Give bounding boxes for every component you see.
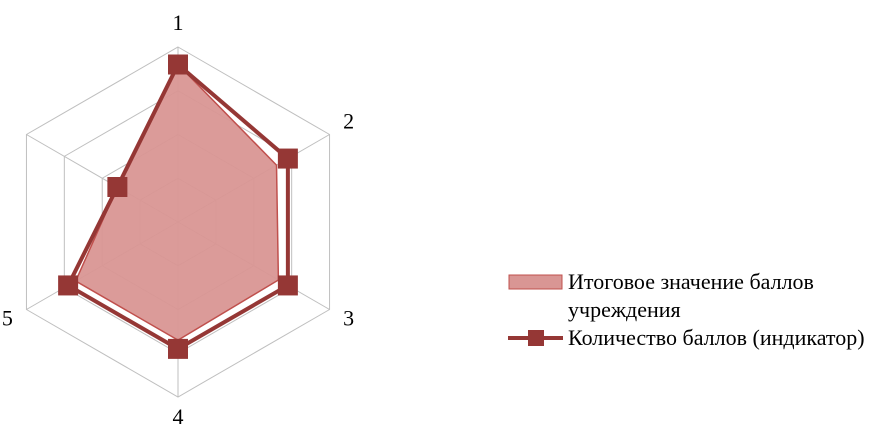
marker xyxy=(277,275,298,296)
legend-item: Количество баллов (индикатор) xyxy=(508,324,868,352)
legend-item: Итоговое значение баллов учреждения xyxy=(508,268,868,324)
chart: 1 2 3 4 5 xyxy=(2,10,354,429)
legend-label: Итоговое значение баллов учреждения xyxy=(568,269,814,322)
area xyxy=(74,63,280,341)
legend: Итоговое значение баллов учреждения Колич… xyxy=(508,268,868,352)
marker xyxy=(107,177,128,197)
axis-label: 4 xyxy=(173,404,184,429)
axis-label: 5 xyxy=(2,306,13,331)
legend-label: Количество баллов (индикатор) xyxy=(568,325,865,350)
axis-label: 1 xyxy=(173,10,184,35)
marker xyxy=(168,338,188,359)
swatch-area xyxy=(508,274,563,290)
legend-swatch xyxy=(508,330,563,346)
marker xyxy=(168,54,188,75)
axis-label: 3 xyxy=(343,306,354,331)
legend-swatch xyxy=(508,274,563,290)
swatch-marker xyxy=(528,330,544,346)
marker xyxy=(58,275,79,296)
marker xyxy=(277,148,298,169)
axis-label: 2 xyxy=(343,109,354,134)
